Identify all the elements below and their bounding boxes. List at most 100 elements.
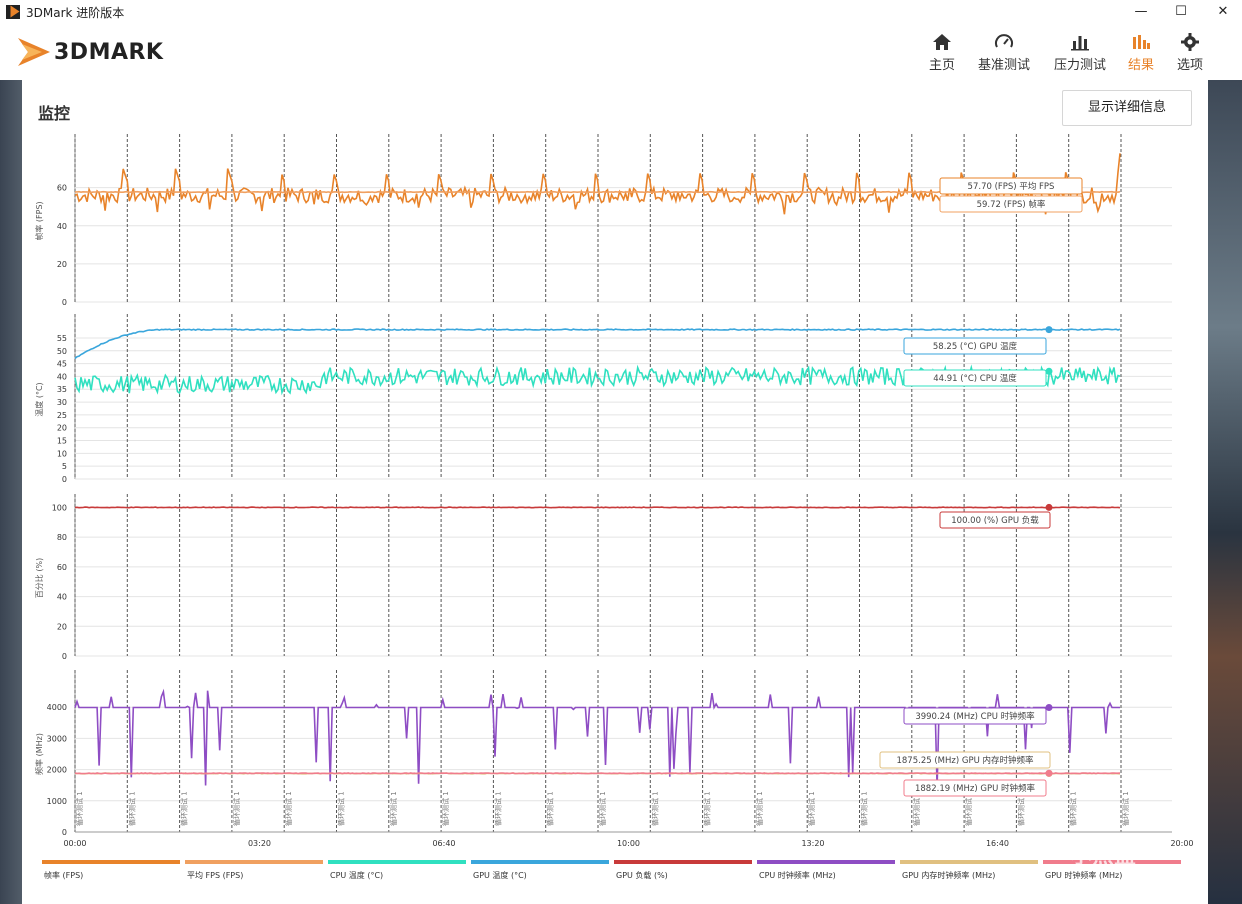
y-tick-label: 40 xyxy=(57,372,67,381)
nav-options[interactable]: 选项 xyxy=(1162,30,1218,76)
gear-icon xyxy=(1181,33,1199,51)
annotation-label: 44.91 (°C) CPU 温度 xyxy=(933,373,1017,384)
nav-home-label: 主页 xyxy=(928,58,955,73)
y-tick-label: 10 xyxy=(57,449,67,458)
legend-label: GPU 温度 (°C) xyxy=(473,871,527,880)
y-tick-label: 1000 xyxy=(47,797,67,806)
app-icon xyxy=(6,5,20,19)
y-tick-label: 5 xyxy=(62,462,67,471)
annotation-label: 1882.19 (MHz) GPU 时钟频率 xyxy=(915,783,1036,794)
y-tick-label: 0 xyxy=(62,298,67,307)
legend-swatch xyxy=(471,860,609,864)
window-title: 3DMark 进阶版本 xyxy=(26,6,125,20)
legend-label: GPU 内存时钟频率 (MHz) xyxy=(902,871,996,880)
loop-marker-label: 循环测试 1 xyxy=(650,791,659,826)
y-tick-label: 60 xyxy=(57,563,67,572)
nav-results-label: 结果 xyxy=(1127,58,1154,73)
legend-swatch xyxy=(185,860,323,864)
y-axis-label: 温度 (°C) xyxy=(34,382,44,416)
y-tick-label: 45 xyxy=(57,360,67,369)
legend-swatch xyxy=(1043,860,1181,864)
annotation-label: 100.00 (%) GPU 负载 xyxy=(951,515,1039,526)
chart-legend: 帧率 (FPS) 平均 FPS (FPS) CPU 温度 (°C) GPU 温度 (°… xyxy=(42,860,1202,890)
y-axis-label: 帧率 (FPS) xyxy=(34,201,44,240)
legend-item[interactable]: CPU 时钟频率 (MHz) xyxy=(757,860,895,881)
legend-label: GPU 负载 (%) xyxy=(616,871,668,880)
annotation-box xyxy=(903,337,1047,355)
panel-title: 监控 xyxy=(38,104,71,123)
loop-marker-label: 循环测试 1 xyxy=(703,791,712,826)
y-tick-label: 55 xyxy=(57,334,67,343)
loop-marker-label: 循环测试 1 xyxy=(546,791,555,826)
series-end-dot xyxy=(1045,769,1053,777)
annotation-label: 59.72 (FPS) 帧率 xyxy=(977,199,1046,210)
legend-item[interactable]: 帧率 (FPS) xyxy=(42,860,180,881)
y-tick-label: 40 xyxy=(57,593,67,602)
legend-label: 帧率 (FPS) xyxy=(44,871,84,880)
x-tick-label: 16:40 xyxy=(986,839,1009,848)
home-icon xyxy=(933,34,951,50)
annotation-label: 3990.24 (MHz) CPU 时钟频率 xyxy=(915,711,1035,722)
watermark: 小黑盒 xyxy=(1070,844,1137,869)
legend-item[interactable]: GPU 内存时钟频率 (MHz) xyxy=(900,860,1038,881)
loop-marker-label: 循环测试 1 xyxy=(860,791,869,826)
y-tick-label: 25 xyxy=(57,411,67,420)
legend-label: CPU 时钟频率 (MHz) xyxy=(759,871,836,880)
y-tick-label: 60 xyxy=(57,184,67,193)
y-tick-label: 0 xyxy=(62,652,67,661)
y-tick-label: 30 xyxy=(57,398,67,407)
nav-options-label: 选项 xyxy=(1176,58,1203,73)
annotation-box xyxy=(939,511,1051,529)
nav-benchmark[interactable]: 基准测试 xyxy=(976,30,1032,76)
y-tick-label: 0 xyxy=(62,475,67,484)
loop-marker-label: 循环测试 1 xyxy=(755,791,764,826)
annotation-box xyxy=(903,369,1047,387)
legend-label: GPU 时钟频率 (MHz) xyxy=(1045,871,1123,880)
loop-marker-label: 循环测试 1 xyxy=(232,791,241,826)
minimize-button[interactable]: — xyxy=(1134,4,1148,19)
y-tick-label: 4000 xyxy=(47,703,67,712)
loop-marker-label: 循环测试 1 xyxy=(284,791,293,826)
monitor-chart: 0 20 40 60 帧率 (FPS) 57.70 (FPS) 平均 FPS 59.72 (… xyxy=(34,134,1194,848)
show-details-button[interactable]: 显示详细信息 xyxy=(1062,90,1192,126)
y-tick-label: 40 xyxy=(57,222,67,231)
x-tick-label: 13:20 xyxy=(801,839,824,848)
nav-stress-test[interactable]: 压力测试 xyxy=(1052,30,1108,76)
legend-swatch xyxy=(42,860,180,864)
legend-item[interactable]: GPU 温度 (°C) xyxy=(471,860,609,881)
loop-marker-label: 循环测试 1 xyxy=(1121,791,1130,826)
legend-item[interactable]: GPU 负载 (%) xyxy=(614,860,752,881)
annotation-label: 58.25 (°C) GPU 温度 xyxy=(933,341,1018,352)
legend-item[interactable]: 平均 FPS (FPS) xyxy=(185,860,323,881)
legend-swatch xyxy=(614,860,752,864)
annotation-box xyxy=(903,779,1047,797)
x-tick-label: 06:40 xyxy=(432,839,455,848)
legend-item[interactable]: CPU 温度 (°C) xyxy=(328,860,466,881)
title-bar: 3DMark 进阶版本 — ☐ ✕ xyxy=(0,0,1242,24)
nav-results[interactable]: 结果 xyxy=(1113,30,1169,76)
bar-chart-icon xyxy=(1071,36,1089,51)
loop-marker-label: 循环测试 1 xyxy=(75,791,84,826)
app-header: 3DMARK 主页 基准测试 压力测试 结果 选项 xyxy=(0,24,1242,80)
y-tick-label: 3000 xyxy=(47,734,67,743)
monitor-panel: 监控 显示详细信息 0 20 40 60 帧率 (FPS) 57.70 (FPS) 平均 … xyxy=(22,80,1208,904)
x-tick-label: 20:00 xyxy=(1170,839,1193,848)
3dmark-logo[interactable]: 3DMARK xyxy=(16,30,196,74)
x-tick-label: 03:20 xyxy=(248,839,271,848)
y-axis-label: 百分比 (%) xyxy=(34,558,44,598)
nav-home[interactable]: 主页 xyxy=(914,30,970,76)
loop-marker-label: 循环测试 1 xyxy=(598,791,607,826)
loop-marker-label: 循环测试 1 xyxy=(807,791,816,826)
loop-marker-label: 循环测试 1 xyxy=(964,791,973,826)
series-line xyxy=(74,772,1121,775)
maximize-button[interactable]: ☐ xyxy=(1175,4,1187,19)
legend-item[interactable]: GPU 时钟频率 (MHz) xyxy=(1043,860,1181,881)
annotation-label: 57.70 (FPS) 平均 FPS xyxy=(968,181,1055,192)
x-tick-label: 00:00 xyxy=(63,839,86,848)
y-tick-label: 15 xyxy=(57,437,67,446)
close-button[interactable]: ✕ xyxy=(1217,4,1229,19)
loop-marker-label: 循环测试 1 xyxy=(180,791,189,826)
annotation-box xyxy=(939,195,1083,213)
series-line xyxy=(74,328,1121,360)
legend-swatch xyxy=(328,860,466,864)
